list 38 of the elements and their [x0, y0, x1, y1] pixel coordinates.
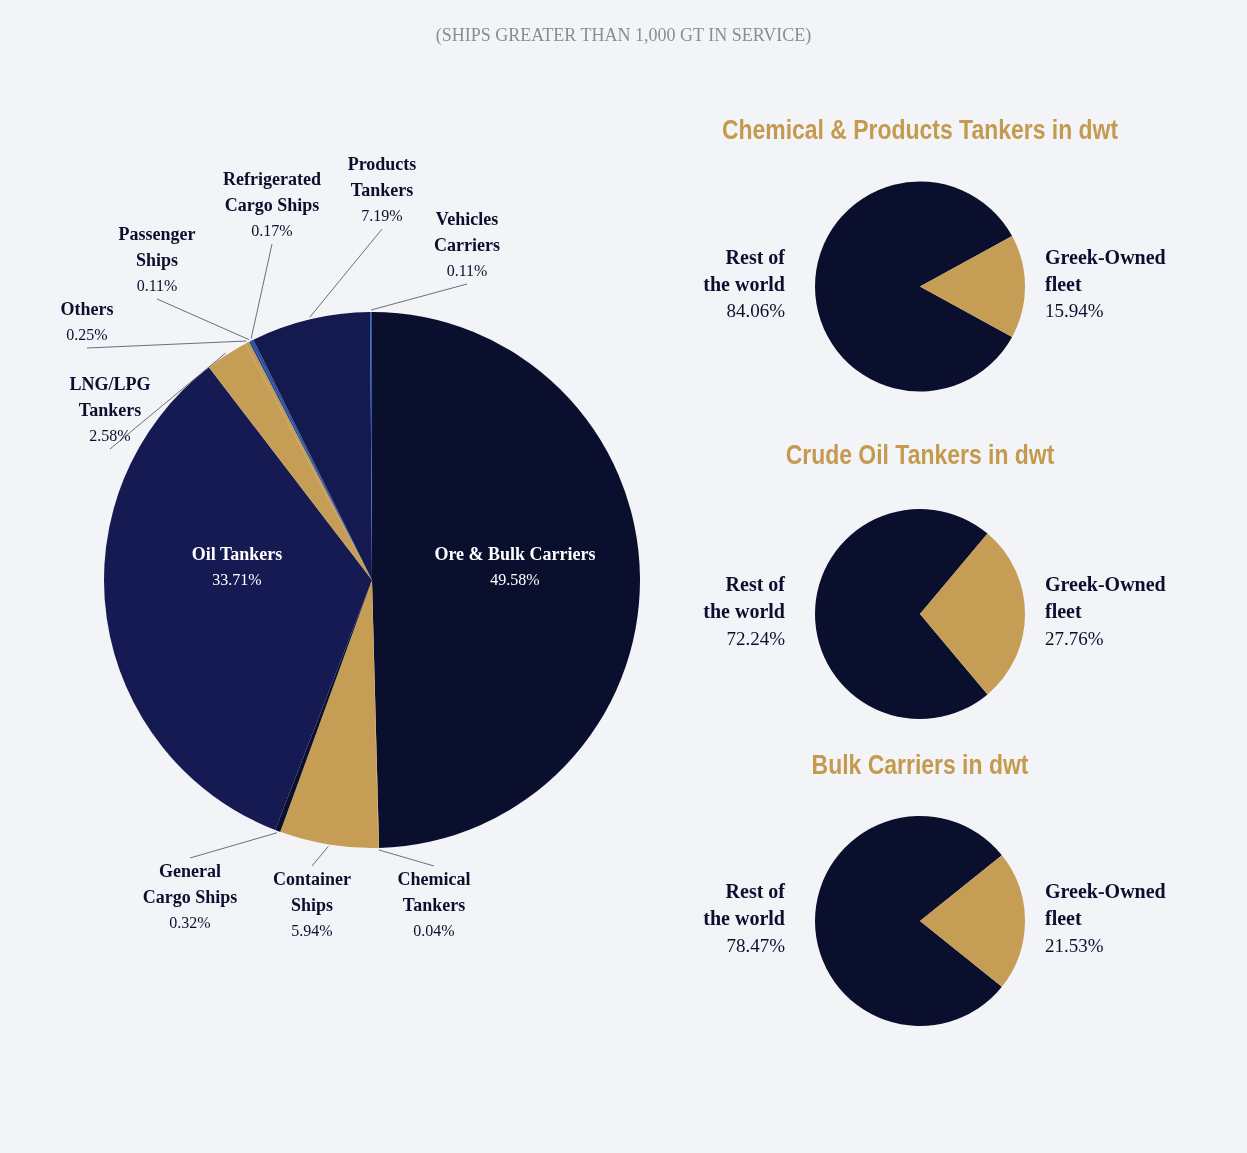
- data-label: 0.11%: [136, 277, 178, 295]
- slice-label: Passenger Ships: [118, 223, 196, 270]
- chart-title: (SHIPS GREATER THAN 1,000 GT IN SERVICE): [434, 25, 813, 46]
- data-label: 72.24%: [726, 627, 786, 649]
- data-label: 0.25%: [66, 326, 108, 344]
- data-label: 0.32%: [169, 914, 211, 932]
- data-label: 0.17%: [251, 222, 293, 240]
- slice-label: Ore & Bulk Carriers: [434, 543, 596, 564]
- data-label: 27.76%: [1045, 627, 1104, 649]
- slice-label: Others: [60, 298, 114, 319]
- data-label: 78.47%: [726, 934, 786, 956]
- data-label: 0.11%: [446, 262, 488, 280]
- data-label: 0.04%: [413, 922, 455, 940]
- data-label: 84.06%: [726, 300, 786, 322]
- slice-label: Greek-Owned fleet: [1045, 880, 1166, 930]
- slice-label: Greek-Owned fleet: [1045, 245, 1166, 295]
- slice-label: Products Tankers: [347, 153, 417, 200]
- slice-label: Container Ships: [273, 868, 351, 915]
- slice-label: Rest of the world: [703, 245, 786, 295]
- data-label: 2.58%: [89, 427, 131, 445]
- slice-label: Rest of the world: [703, 573, 786, 623]
- data-label: 49.58%: [490, 571, 540, 589]
- slice-label: Vehicles Carriers: [434, 208, 500, 255]
- chart-title: Bulk Carriers in dwt: [810, 750, 1030, 781]
- data-label: 33.71%: [212, 571, 262, 589]
- slice-label: Refrigerated Cargo Ships: [223, 168, 321, 215]
- data-label: 5.94%: [291, 922, 333, 940]
- slice-label: Greek-Owned fleet: [1045, 573, 1166, 623]
- slice-label: General Cargo Ships: [142, 860, 238, 907]
- slice-label: Chemical Tankers: [397, 868, 471, 915]
- chart-title: Crude Oil Tankers in dwt: [784, 440, 1056, 471]
- data-label: 21.53%: [1045, 934, 1104, 956]
- slice-label: Oil Tankers: [191, 543, 283, 564]
- slice-label: Rest of the world: [703, 880, 786, 930]
- slice-label: LNG/LPG Tankers: [69, 373, 151, 420]
- data-label: 7.19%: [361, 207, 403, 225]
- data-label: 15.94%: [1045, 300, 1104, 322]
- chart-title: Chemical & Products Tankers in dwt: [720, 115, 1120, 146]
